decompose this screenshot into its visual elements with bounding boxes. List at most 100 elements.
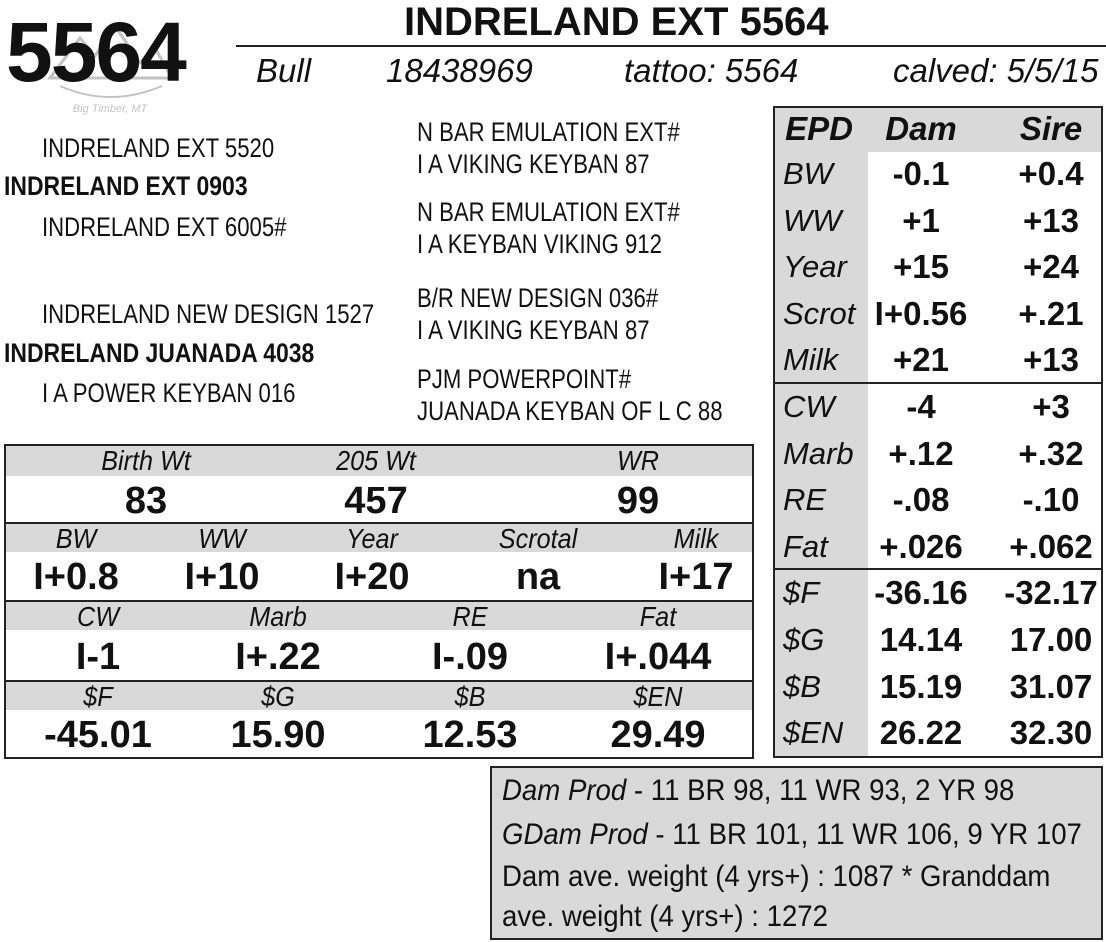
epd-header-epd: EPD bbox=[785, 110, 853, 147]
value-dollar-b: 12.53 bbox=[422, 714, 518, 756]
label-dollar-en: $EN bbox=[633, 681, 683, 712]
epd-dam-value: -36.16 bbox=[874, 574, 968, 612]
value-wr: 99 bbox=[616, 480, 660, 522]
epd-sire-value: 17.00 bbox=[1009, 621, 1093, 658]
gdam-prod-text: - 11 BR 101, 11 WR 106, 9 YR 107 bbox=[647, 818, 1082, 851]
label-ww: WW bbox=[198, 523, 246, 554]
value-marb: I+.22 bbox=[235, 636, 321, 678]
header-rule bbox=[236, 45, 1106, 47]
dam-prod-text: - 11 BR 98, 11 WR 93, 2 YR 98 bbox=[626, 774, 1015, 807]
tattoo: tattoo: 5564 bbox=[624, 52, 799, 89]
pedigree-dam: INDRELAND JUANADA 4038 bbox=[4, 338, 315, 368]
epd-sire-value: +24 bbox=[1023, 248, 1079, 286]
epd-row-label: WW bbox=[783, 202, 842, 238]
pedigree-sire-dam: INDRELAND EXT 6005# bbox=[42, 212, 287, 242]
label-marb: Marb bbox=[249, 601, 307, 632]
epd-row-label: Scrot bbox=[783, 295, 856, 331]
value-milk: I+17 bbox=[658, 556, 734, 598]
epd-sire-value: -32.17 bbox=[1004, 574, 1098, 612]
weights-label-row: Birth Wt 205 Wt WR bbox=[6, 446, 752, 476]
pedigree-dss: B/R NEW DESIGN 036# bbox=[417, 283, 659, 313]
value-ww: I+10 bbox=[184, 556, 260, 598]
pedigree-sdd: I A KEYBAN VIKING 912 bbox=[417, 229, 662, 259]
value-year: I+20 bbox=[334, 556, 410, 598]
animal-name: INDRELAND EXT 5564 bbox=[404, 0, 829, 44]
epd-values-panel bbox=[868, 152, 1101, 756]
label-205-wt: 205 Wt bbox=[336, 445, 416, 476]
label-wr: WR bbox=[617, 445, 659, 476]
epd-row-label: $EN bbox=[783, 715, 844, 751]
pedigree-ddd: JUANADA KEYBAN OF L C 88 bbox=[417, 396, 723, 426]
logo-text: Big Timber, MT bbox=[73, 103, 149, 115]
label-birth-wt: Birth Wt bbox=[101, 445, 191, 476]
label-year: Year bbox=[346, 523, 398, 554]
pedigree-dsd: I A VIKING KEYBAN 87 bbox=[417, 315, 650, 345]
epd-row-label: Marb bbox=[783, 435, 854, 471]
epd-sire-value: +.062 bbox=[1009, 527, 1093, 565]
performance-table: Birth Wt 205 Wt WR 83 457 99 BW WW Year … bbox=[4, 444, 754, 759]
epd-dam-value: +15 bbox=[893, 248, 949, 286]
epd-dam-value: +.026 bbox=[879, 527, 963, 565]
epd-sire-value: 31.07 bbox=[1009, 667, 1093, 705]
label-bw: BW bbox=[55, 523, 97, 554]
epd-dam-value: +1 bbox=[902, 201, 940, 239]
epd-dam-value: -4 bbox=[906, 388, 936, 425]
epd-row-label: $B bbox=[783, 668, 821, 704]
epd-sire-value: +13 bbox=[1023, 201, 1079, 239]
value-dollar-en: 29.49 bbox=[610, 714, 706, 756]
value-dollar-f: -45.01 bbox=[44, 714, 152, 756]
epd-row-label: RE bbox=[783, 482, 827, 518]
epd-row-label: $G bbox=[783, 622, 825, 657]
value-birth-wt: 83 bbox=[124, 480, 168, 522]
carcass-label-row: CW Marb RE Fat bbox=[6, 600, 752, 632]
index-label-row: $F $G $B $EN bbox=[6, 680, 752, 712]
pedigree-sss: N BAR EMULATION EXT# bbox=[417, 117, 680, 147]
epd-row-label: Milk bbox=[783, 342, 839, 378]
ranch-logo: Big Timber, MT bbox=[47, 23, 175, 115]
epd-row-label: BW bbox=[783, 156, 833, 191]
epd-dam-value: 15.19 bbox=[879, 667, 963, 705]
lot-number: 5564 bbox=[6, 5, 187, 99]
gdam-prod-label: GDam Prod bbox=[502, 818, 648, 851]
epd-separator bbox=[775, 382, 1101, 384]
value-re: I-.09 bbox=[431, 636, 509, 678]
epd-dam-value: -.08 bbox=[892, 481, 950, 519]
calved-date: calved: 5/5/15 bbox=[893, 52, 1099, 89]
label-cw: CW bbox=[77, 601, 119, 632]
label-dollar-b: $B bbox=[454, 681, 486, 712]
value-scrotal: na bbox=[515, 556, 561, 598]
pedigree-dam-sire: INDRELAND NEW DESIGN 1527 bbox=[42, 299, 375, 329]
pedigree-ssd: I A VIKING KEYBAN 87 bbox=[417, 149, 650, 179]
value-fat: I+.044 bbox=[604, 636, 712, 678]
epd-separator bbox=[775, 568, 1101, 570]
epd-sire-value: +0.4 bbox=[1018, 155, 1084, 192]
label-dollar-f: $F bbox=[83, 681, 113, 712]
epd-row-label: Year bbox=[783, 249, 847, 285]
epd-dam-value: -0.1 bbox=[892, 155, 950, 192]
epd-header-sire: Sire bbox=[1019, 110, 1083, 147]
value-bw: I+0.8 bbox=[33, 556, 119, 598]
epd-row-label: $F bbox=[783, 575, 820, 611]
epd-sire-value: -.10 bbox=[1022, 481, 1080, 519]
label-milk: Milk bbox=[673, 523, 719, 554]
epd-sire-value: +.21 bbox=[1018, 294, 1084, 332]
value-cw: I-1 bbox=[75, 636, 121, 678]
value-205-wt: 457 bbox=[344, 480, 408, 522]
epd-sire-value: +13 bbox=[1023, 341, 1079, 379]
pedigree-sire: INDRELAND EXT 0903 bbox=[4, 171, 248, 201]
production-box: Dam Prod - 11 BR 98, 11 WR 93, 2 YR 98 G… bbox=[490, 766, 1103, 940]
epd-comparison-table: EPD Dam Sire BW -0.1 +0.4 WW +1 +13 Year +15 +24… bbox=[773, 106, 1103, 758]
pedigree-dam-dam: I A POWER KEYBAN 016 bbox=[42, 378, 296, 408]
epd-dam-value: +.12 bbox=[888, 434, 954, 472]
growth-label-row: BW WW Year Scrotal Milk bbox=[6, 522, 752, 554]
pedigree-sds: N BAR EMULATION EXT# bbox=[417, 197, 680, 227]
label-dollar-g: $G bbox=[261, 681, 295, 712]
epd-dam-value: 26.22 bbox=[879, 714, 963, 752]
granddam-weight-line: ave. weight (4 yrs+) : 1272 bbox=[502, 900, 829, 933]
epd-sire-value: 32.30 bbox=[1009, 714, 1093, 752]
epd-sire-value: +3 bbox=[1032, 388, 1070, 425]
dam-prod-label: Dam Prod bbox=[502, 774, 627, 807]
value-dollar-g: 15.90 bbox=[230, 714, 326, 756]
label-fat: Fat bbox=[639, 601, 677, 632]
pedigree-sire-sire: INDRELAND EXT 5520 bbox=[42, 133, 275, 163]
